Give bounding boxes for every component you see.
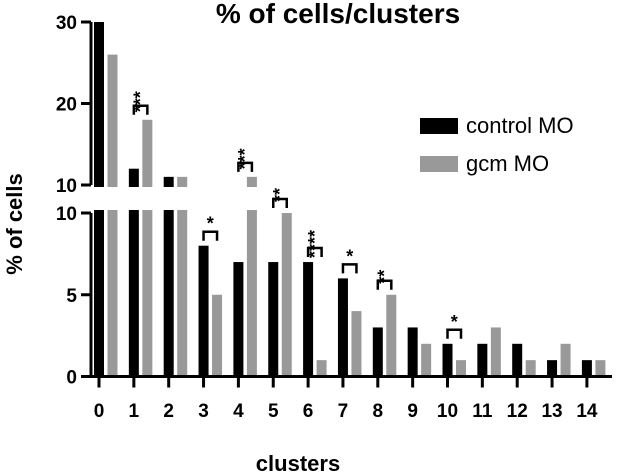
bar-gcm-6	[316, 360, 327, 377]
y-axis-label: % of cells	[2, 173, 27, 274]
sig-label-6: ****	[305, 230, 325, 258]
y-tick-label-lower-0: 0	[66, 368, 77, 389]
x-tick-label-6: 6	[303, 401, 314, 422]
x-tick-label-8: 8	[373, 401, 384, 422]
x-tick-label-14: 14	[576, 401, 598, 422]
x-tick-label-7: 7	[338, 401, 349, 422]
legend-label-0: control MO	[466, 113, 574, 138]
sig-bracket-6	[306, 246, 323, 258]
y-tick-label-lower-10: 10	[56, 204, 77, 225]
x-tick-label-4: 4	[233, 401, 244, 422]
bar-control-7	[337, 278, 348, 377]
bar-gcm-9	[421, 343, 432, 377]
bar-control-10	[442, 343, 453, 377]
legend: control MO gcm MO	[420, 113, 574, 176]
bar-gcm-4	[246, 176, 257, 377]
bar-gcm-3	[212, 294, 223, 377]
sig-label-8: **	[375, 270, 395, 284]
sig-bracket-10	[446, 328, 463, 339]
bar-control-9	[407, 327, 418, 377]
bar-gcm-2	[177, 176, 188, 377]
bar-control-13	[547, 360, 558, 377]
axis-break-gap	[79, 187, 619, 210]
legend-label-1: gcm MO	[466, 151, 549, 176]
y-tick-label-upper-20: 20	[56, 95, 77, 116]
bar-control-4	[233, 262, 244, 377]
bar-gcm-8	[386, 294, 397, 377]
bar-control-14	[581, 360, 592, 377]
x-tick-label-5: 5	[268, 401, 279, 422]
bar-gcm-11	[490, 327, 501, 377]
bar-control-6	[303, 262, 314, 377]
bar-gcm-10	[456, 360, 466, 377]
x-tick-label-0: 0	[94, 401, 105, 422]
y-tick-label-lower-5: 5	[66, 286, 77, 307]
sig-label-10: *	[451, 312, 458, 332]
sig-bracket-4	[237, 161, 254, 172]
y-tick-label-upper-30: 30	[56, 13, 77, 34]
bar-gcm-12	[525, 360, 536, 377]
bar-control-1	[128, 168, 139, 377]
sig-label-7: *	[346, 246, 353, 266]
x-tick-label-9: 9	[407, 401, 418, 422]
bar-control-12	[512, 343, 523, 377]
bar-gcm-7	[351, 311, 362, 377]
bar-gcm-0	[107, 54, 118, 377]
bar-control-8	[372, 327, 383, 377]
x-tick-label-12: 12	[507, 401, 528, 422]
x-tick-label-13: 13	[541, 401, 562, 422]
sig-label-5: **	[270, 188, 290, 202]
sig-bracket-5	[272, 197, 288, 208]
bar-control-3	[198, 245, 209, 377]
legend-swatch-1	[420, 156, 458, 172]
bar-control-5	[268, 262, 279, 377]
x-tick-label-1: 1	[129, 401, 140, 422]
x-tick-label-2: 2	[163, 401, 174, 422]
bars-group	[79, 22, 619, 377]
bar-gcm-5	[281, 213, 292, 377]
bar-control-2	[163, 176, 174, 377]
sig-bracket-3	[202, 230, 219, 241]
sig-label-1: ***	[131, 91, 151, 112]
bar-gcm-1	[142, 119, 153, 377]
legend-swatch-0	[420, 118, 458, 134]
x-tick-label-3: 3	[198, 401, 209, 422]
bar-gcm-14	[595, 360, 606, 377]
sig-bracket-7	[341, 263, 358, 274]
sig-label-4: ***	[235, 148, 255, 169]
sig-bracket-1	[132, 104, 149, 115]
x-tick-label-11: 11	[472, 401, 493, 422]
bar-control-11	[477, 343, 488, 377]
sig-bracket-8	[376, 279, 393, 290]
x-axis-label: clusters	[256, 451, 340, 473]
sig-label-3: *	[207, 214, 214, 234]
bar-gcm-13	[560, 343, 571, 377]
y-tick-label-upper-10: 10	[56, 176, 77, 197]
chart-title: % of cells/clusters	[216, 0, 460, 29]
significance-group: ************* ****	[131, 91, 463, 339]
x-tick-label-10: 10	[437, 401, 458, 422]
